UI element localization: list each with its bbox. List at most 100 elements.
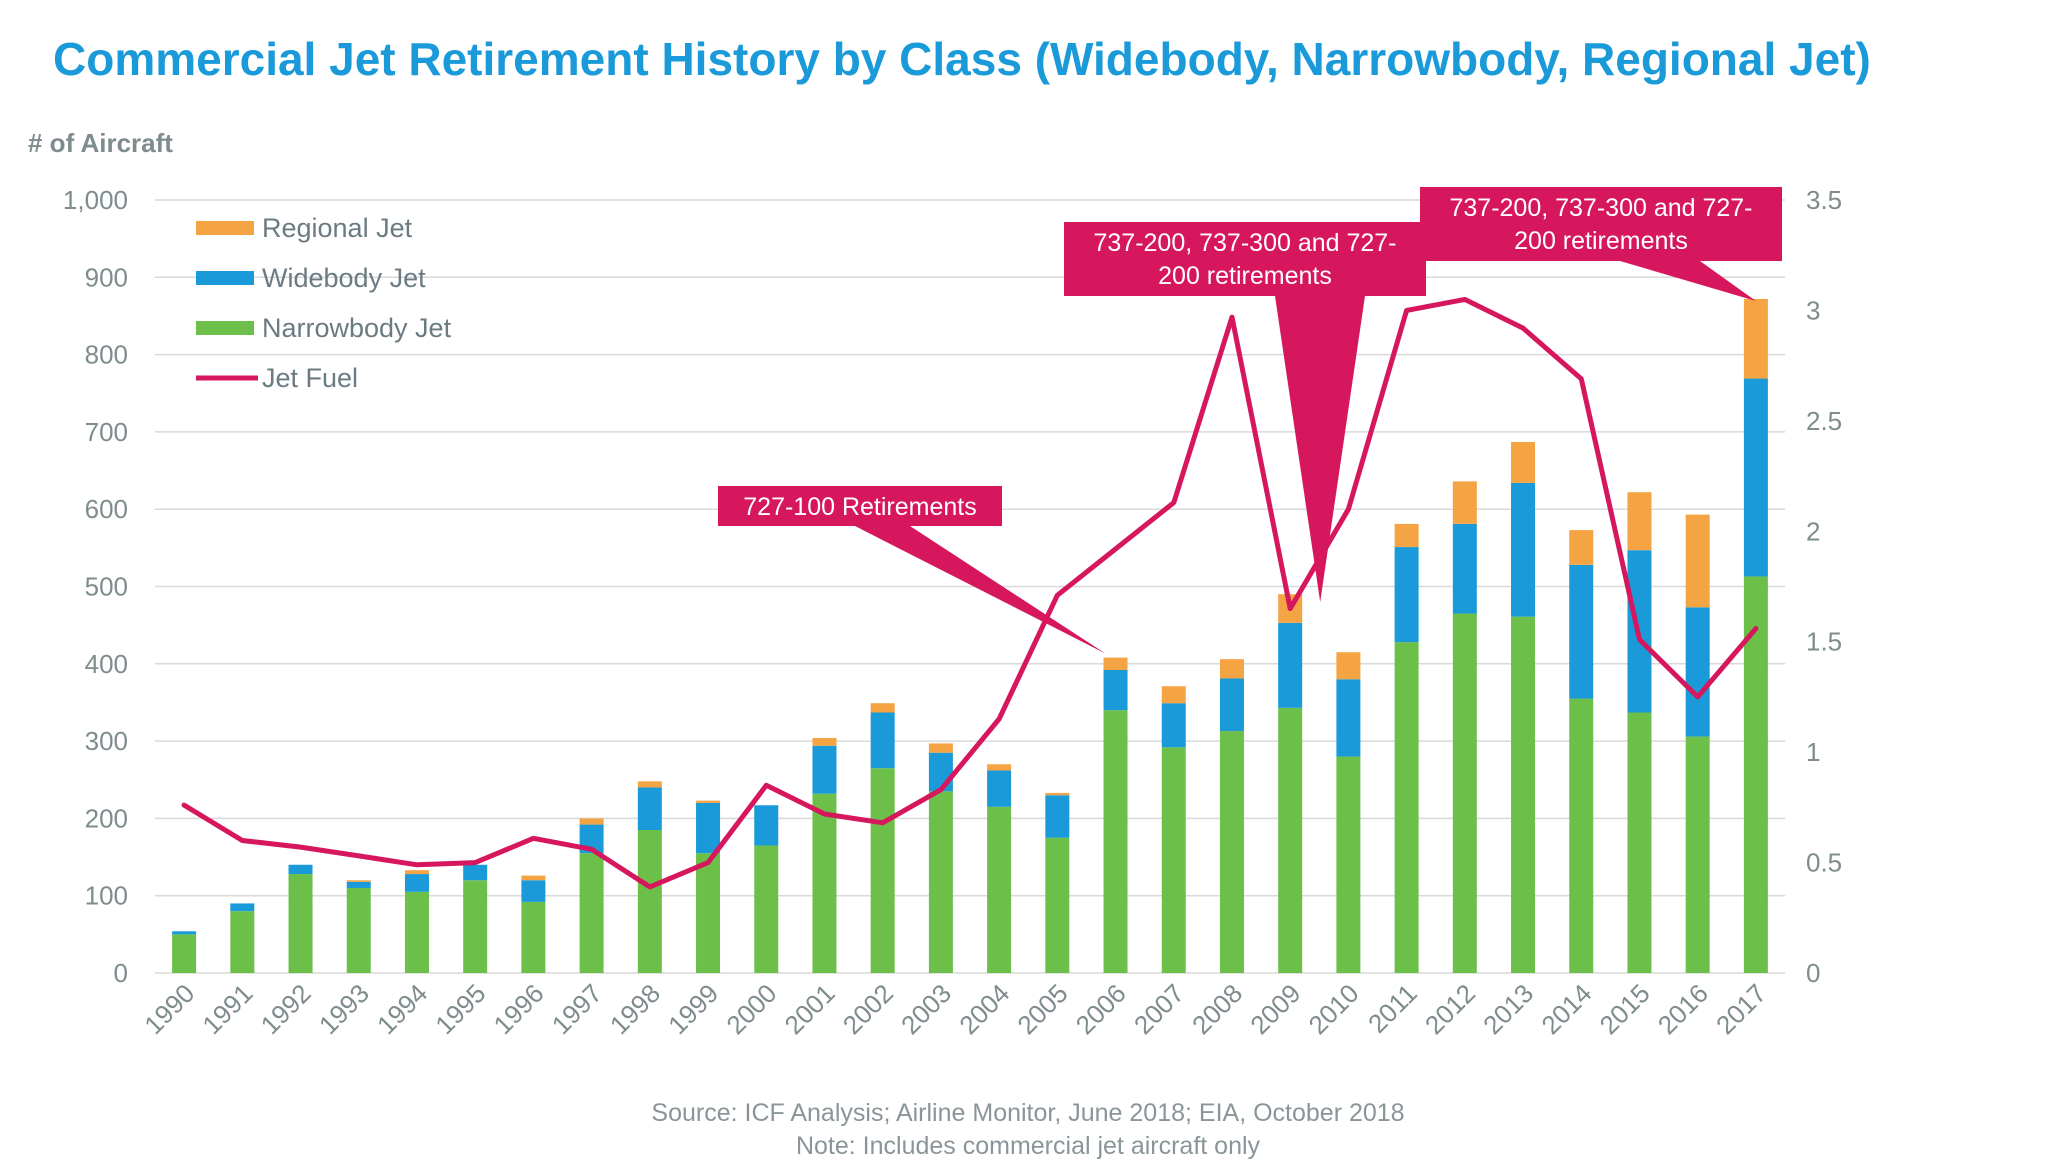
x-tick-label: 1998 [604,978,666,1040]
y2-tick-label: 3.5 [1806,185,1842,215]
x-tick-label: 2015 [1594,978,1656,1040]
legend-label: Narrowbody Jet [262,313,452,343]
x-tick-label: 2014 [1535,978,1597,1040]
y2-tick-label: 0.5 [1806,848,1842,878]
callout: 737-200, 737-300 and 727- 200 retirements [1420,187,1782,301]
bar-regional [404,870,429,875]
bar-widebody [1278,622,1303,708]
bar-narrowbody [1627,712,1652,973]
jet-fuel-line [181,296,1759,890]
x-tick-label: 2006 [1070,978,1132,1040]
legend-label: Widebody Jet [262,263,426,293]
callout-pointer [1275,296,1365,602]
y-tick-label: 100 [85,881,128,911]
bar-regional [1103,657,1128,670]
legend-swatch [196,221,254,235]
y-tick-label: 0 [114,958,128,988]
y-tick-label: 1,000 [63,185,128,215]
bar-widebody [754,805,779,846]
x-tick-label: 2008 [1186,978,1248,1040]
source-note: Source: ICF Analysis; Airline Monitor, J… [651,1099,1404,1127]
bar-widebody [1219,678,1244,732]
bar-regional [521,875,546,881]
bar-widebody [1336,679,1361,757]
callout-text: 737-200, 737-300 and 727- [1093,229,1396,257]
bar-regional [987,764,1012,771]
bar-narrowbody [230,911,255,973]
x-tick-label: 2009 [1244,978,1306,1040]
y2-tick-label: 1.5 [1806,627,1842,657]
bar-narrowbody [1219,731,1244,973]
bar-narrowbody [987,806,1012,973]
bars [172,298,1768,973]
bar-widebody [987,770,1012,807]
callout-box [718,486,1002,526]
y-tick-label: 700 [85,417,128,447]
bar-narrowbody [1045,837,1070,973]
x-tick-label: 2012 [1419,978,1481,1040]
callout-text: 200 retirements [1514,227,1688,255]
bar-regional [928,743,953,753]
bar-narrowbody [812,793,837,973]
callouts: 727-100 Retirements 737-200, 737-300 and … [718,187,1782,654]
bar-narrowbody [346,887,371,973]
bar-regional [1045,792,1070,796]
callout: 727-100 Retirements [718,486,1106,654]
footnote: Note: Includes commercial jet aircraft o… [796,1132,1261,1160]
x-tick-label: 2002 [837,978,899,1040]
legend-label: Regional Jet [262,213,413,243]
y-tick-label: 200 [85,803,128,833]
y-tick-label: 400 [85,649,128,679]
bar-narrowbody [1103,710,1128,973]
bar-regional [1569,530,1594,565]
bar-widebody [521,880,546,902]
bar-widebody [463,864,488,881]
bar-regional [1394,523,1419,548]
bar-regional [1685,514,1710,608]
x-tick-label: 2003 [895,978,957,1040]
bar-widebody [870,712,895,769]
bar-narrowbody [1452,613,1477,973]
bar-regional [1511,441,1536,483]
legend: Regional Jet Widebody Jet Narrowbody Jet Je… [196,213,452,393]
bar-widebody [1685,607,1710,737]
bar-widebody [696,802,721,854]
callout-pointer [855,526,1106,654]
x-tick-label: 2005 [1011,978,1073,1040]
y-tick-label: 500 [85,572,128,602]
bar-narrowbody [637,829,662,973]
bar-widebody [1452,523,1477,614]
bar-widebody [1394,547,1419,643]
y-axis-ticks: 0 100 200 300 400 500 600 700 800 900 1,000 [63,185,128,988]
bar-narrowbody [928,791,953,973]
bar-widebody [404,874,429,892]
bar-narrowbody [1394,642,1419,973]
y2-tick-label: 2 [1806,516,1820,546]
x-tick-label: 1991 [196,978,258,1040]
bar-widebody [1045,795,1070,838]
legend-swatch [196,271,254,285]
bar-widebody [1103,669,1128,711]
y2-axis-ticks: 0 0.5 1 1.5 2 2.5 3 3.5 [1806,185,1842,988]
bar-widebody [1161,703,1186,748]
x-tick-label: 1994 [371,978,433,1040]
bar-widebody [637,787,662,830]
x-tick-label: 2017 [1710,978,1772,1040]
callout: 737-200, 737-300 and 727- 200 retirements [1064,222,1426,602]
bar-regional [637,781,662,788]
y2-tick-label: 2.5 [1806,406,1842,436]
bar-narrowbody [870,768,895,973]
bar-regional [812,738,837,746]
bar-narrowbody [521,901,546,973]
callout-text: 200 retirements [1158,262,1332,290]
bar-narrowbody [288,874,313,973]
x-tick-label: 2011 [1362,978,1423,1039]
callout-box [1064,222,1426,296]
y-tick-label: 800 [85,340,128,370]
x-tick-label: 2007 [1128,978,1190,1040]
bar-narrowbody [404,891,429,973]
bar-narrowbody [1336,756,1361,973]
x-tick-label: 2001 [779,978,841,1040]
bar-regional [1452,481,1477,524]
